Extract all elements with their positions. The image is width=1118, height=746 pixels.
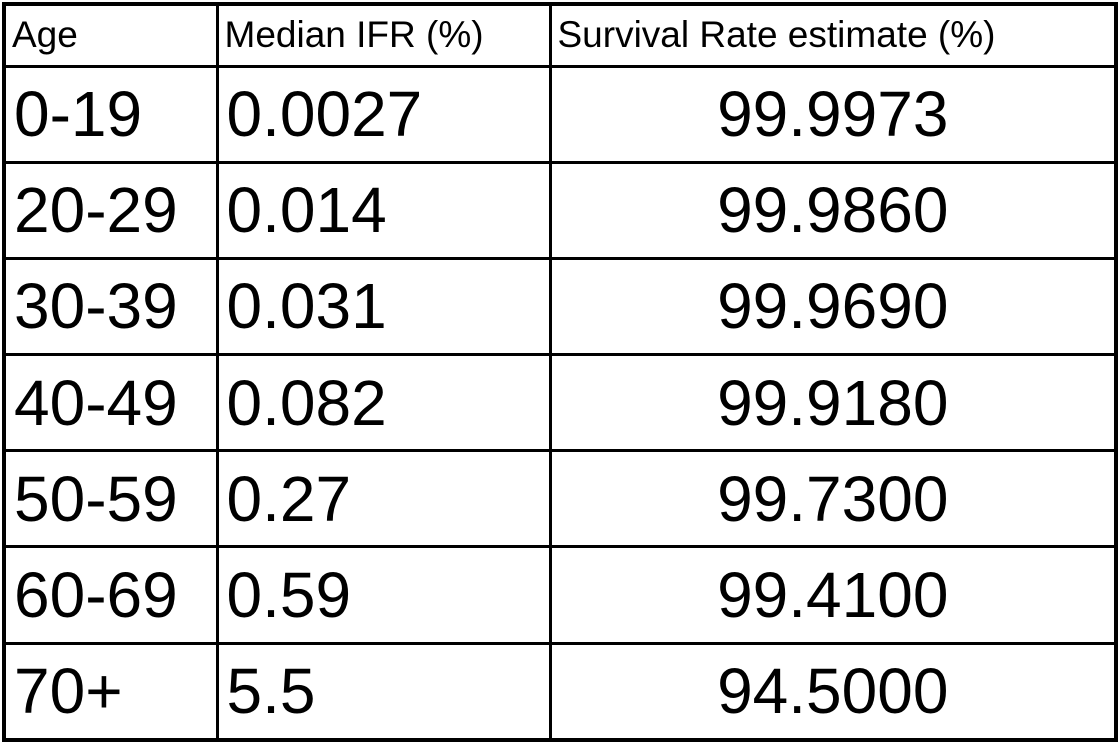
- cell-survival-rate: 99.9860: [548, 160, 1118, 260]
- cell-age: 40-49: [2, 353, 219, 453]
- table-row: 0-19 0.0027 99.9973: [2, 64, 1118, 164]
- cell-age: 0-19: [2, 64, 219, 164]
- cell-age: 50-59: [2, 449, 219, 549]
- table-row: 20-29 0.014 99.9860: [2, 160, 1118, 260]
- table-row: 70+ 5.5 94.5000: [2, 641, 1118, 742]
- cell-survival-rate: 99.9690: [548, 256, 1118, 357]
- cell-median-ifr: 0.082: [215, 353, 552, 453]
- cell-median-ifr: 0.014: [215, 160, 552, 260]
- cell-age: 60-69: [2, 545, 219, 645]
- cell-survival-rate: 99.9973: [548, 64, 1118, 164]
- cell-survival-rate: 99.7300: [548, 449, 1118, 549]
- table-row: 60-69 0.59 99.4100: [2, 545, 1118, 645]
- cell-age: 70+: [2, 641, 219, 742]
- cell-median-ifr: 0.27: [215, 449, 552, 549]
- cell-age: 20-29: [2, 160, 219, 260]
- cell-median-ifr: 0.031: [215, 256, 552, 357]
- header-cell-survival-rate: Survival Rate estimate (%): [548, 2, 1118, 68]
- cell-median-ifr: 0.0027: [215, 64, 552, 164]
- header-cell-age: Age: [2, 2, 219, 68]
- cell-survival-rate: 99.9180: [548, 353, 1118, 453]
- table-row: 50-59 0.27 99.7300: [2, 449, 1118, 549]
- cell-age: 30-39: [2, 256, 219, 357]
- table-row: 30-39 0.031 99.9690: [2, 256, 1118, 357]
- table-row: 40-49 0.082 99.9180: [2, 353, 1118, 453]
- cell-survival-rate: 99.4100: [548, 545, 1118, 645]
- cell-median-ifr: 0.59: [215, 545, 552, 645]
- header-cell-median-ifr: Median IFR (%): [215, 2, 552, 68]
- cell-survival-rate: 94.5000: [548, 641, 1118, 742]
- cell-median-ifr: 5.5: [215, 641, 552, 742]
- header-row: Age Median IFR (%) Survival Rate estimat…: [2, 2, 1118, 68]
